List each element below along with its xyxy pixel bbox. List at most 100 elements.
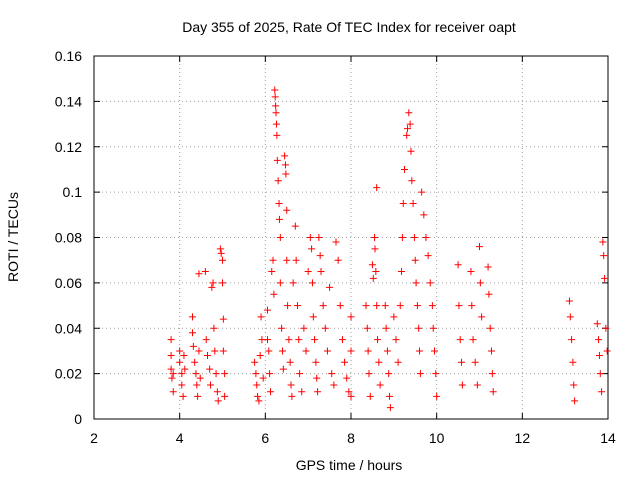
data-point [201,268,209,276]
data-point [279,365,287,373]
data-point [214,397,222,405]
data-point [347,347,355,355]
data-point [271,93,279,101]
data-point [169,370,177,378]
tick-labels: 2 4 6 8 10 12 14 0 0.02 0.04 0.06 0.08 0.1 0.12 0.14 0.… [55,48,616,446]
data-point [422,234,430,241]
data-point [374,336,382,344]
data-point [308,245,316,253]
data-point [275,215,283,223]
data-point [196,374,204,382]
data-point [283,256,291,264]
data-point [176,358,184,366]
x-tick-label: 4 [176,430,184,446]
data-point [291,222,299,230]
data-point [300,324,308,332]
data-point [295,336,303,344]
data-point [603,347,611,355]
data-point [266,388,274,396]
data-point [189,342,197,350]
data-point [254,392,262,400]
data-point [289,279,297,287]
data-point [431,347,439,355]
data-point [398,234,406,241]
x-tick-label: 14 [600,430,616,446]
data-point [600,252,608,260]
data-point [334,256,342,264]
data-point [364,347,372,355]
data-point [204,351,212,359]
data-point [376,381,384,389]
data-point [193,381,201,389]
data-point [268,268,276,276]
data-point [263,306,271,314]
data-point [381,302,389,310]
data-point [595,351,603,359]
y-tick-label: 0 [74,411,82,427]
data-point [476,243,483,251]
data-point [602,324,610,332]
data-point [302,347,310,355]
data-point [467,268,475,276]
data-point [383,347,391,355]
data-point [272,102,280,110]
data-point [343,374,351,382]
data-point [409,199,417,207]
y-tick-label: 0.12 [55,139,82,155]
data-point [309,313,317,321]
data-point [338,336,346,344]
data-point [278,347,286,355]
y-tick-label: 0.02 [55,366,82,382]
data-point [282,170,290,178]
data-point [189,329,197,337]
data-point [321,324,329,332]
data-point [566,313,574,321]
data-point [426,279,434,287]
data-point [471,358,479,366]
data-point [283,206,291,214]
data-point [195,270,203,278]
data-point [251,358,259,366]
data-point [385,370,393,378]
y-tick-label: 0.1 [63,184,83,200]
data-point [405,109,413,117]
data-point [272,109,280,117]
data-point [458,381,466,389]
x-tick-label: 8 [347,430,355,446]
data-point [403,131,411,139]
data-point [308,279,316,287]
data-point [265,347,273,355]
y-tick-label: 0.04 [55,320,82,336]
data-point [404,125,412,133]
data-point [415,324,423,332]
data-point [398,268,406,276]
data-point [412,279,420,287]
data-point [375,358,383,366]
data-point [255,397,263,405]
data-point [317,268,325,276]
data-point [347,392,355,400]
data-point [599,238,607,246]
y-tick-label: 0.06 [55,275,82,291]
data-point [373,184,381,192]
data-point [486,324,494,332]
data-point [192,370,200,378]
data-point [432,370,440,378]
data-point [336,302,344,310]
data-point [293,302,301,310]
data-point [454,261,462,269]
data-point [569,358,577,366]
data-point [413,302,421,310]
data-point [219,256,226,264]
data-point [167,336,175,344]
data-point [369,274,377,282]
data-point [288,392,296,400]
data-point [304,268,312,276]
data-point [189,313,197,321]
data-point [476,279,484,287]
data-point [386,404,394,412]
data-point [271,86,279,94]
data-point [416,347,424,355]
data-point [179,392,187,400]
data-point [195,347,203,355]
